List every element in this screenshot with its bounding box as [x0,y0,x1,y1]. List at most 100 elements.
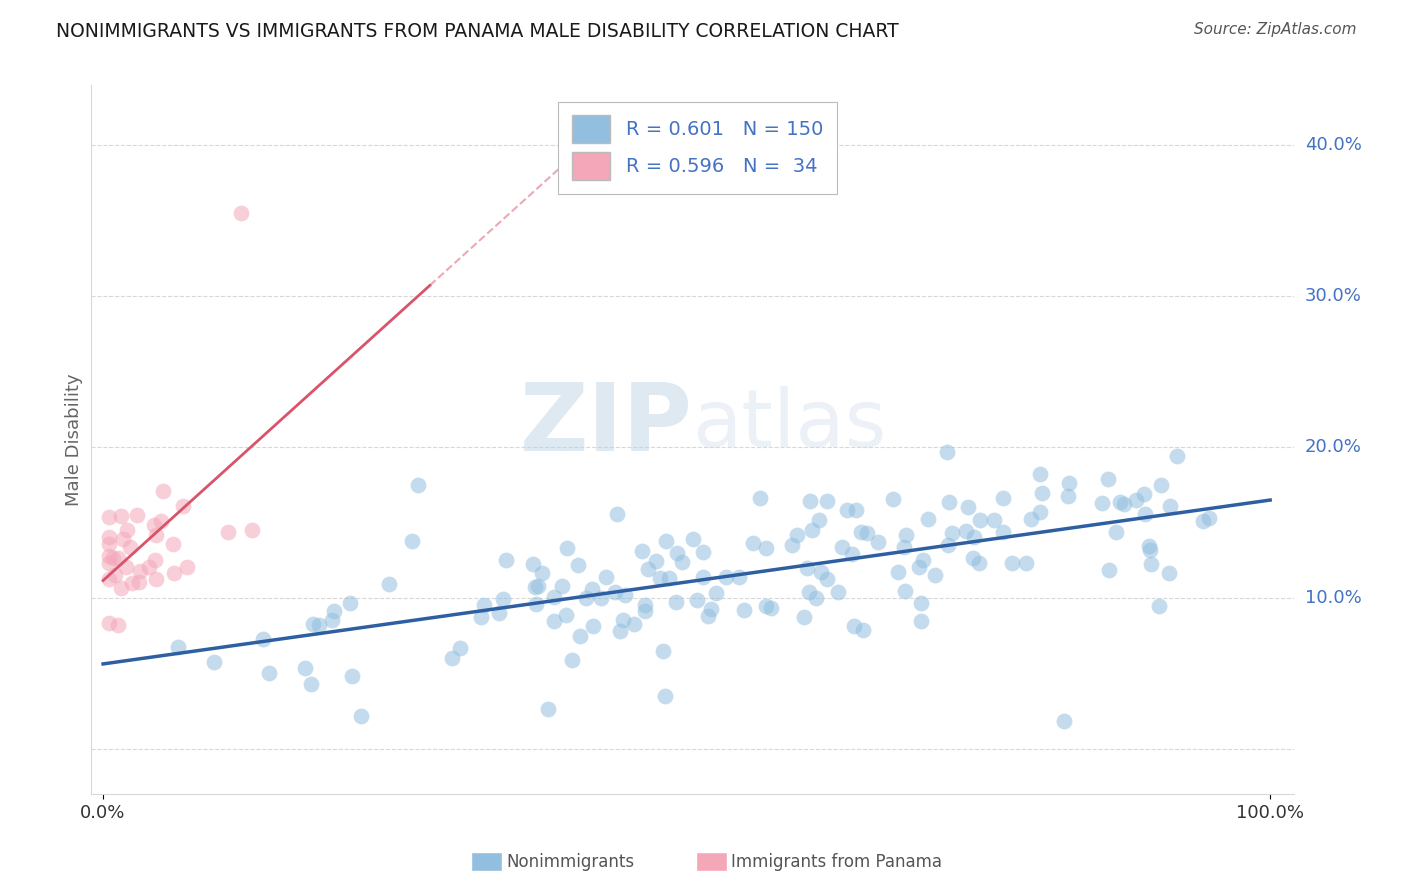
Point [589,591,612,605]
Point [581,582,603,596]
Point [1105,524,1128,539]
Point [755,541,778,555]
Point [682,532,704,546]
Point [1053,714,1076,728]
Point [630,543,652,558]
Point [652,643,675,657]
Point [733,603,755,617]
Point [761,601,783,615]
Point [1001,556,1024,570]
Text: 10.0%: 10.0% [1305,589,1361,607]
Point [340,669,363,683]
Point [780,538,803,552]
Point [644,554,666,568]
Point [800,523,823,537]
Point [1198,510,1220,524]
Point [714,570,737,584]
Point [125,508,148,522]
Point [882,492,904,507]
Point [654,690,676,704]
Point [115,523,138,537]
Point [537,702,560,716]
Point [1133,507,1156,521]
Point [138,560,160,574]
Point [1019,511,1042,525]
Point [97,556,120,570]
Point [530,566,553,581]
Point [97,616,120,631]
Point [956,500,979,514]
Point [569,629,592,643]
Point [697,609,720,624]
Point [308,618,330,632]
Point [488,606,510,620]
Point [575,591,598,606]
Point [128,564,150,578]
Point [110,581,132,595]
Legend: R = 0.601   N = 150, R = 0.596   N =  34: R = 0.601 N = 150, R = 0.596 N = 34 [558,102,837,194]
Point [755,599,778,613]
Text: Nonimmigrants: Nonimmigrants [506,853,634,871]
Point [1125,493,1147,508]
Point [145,553,167,567]
Point [229,206,252,220]
Point [522,557,544,571]
Point [815,572,838,586]
Text: atlas: atlas [692,386,887,464]
Point [938,538,960,552]
Point [827,584,849,599]
Text: 40.0%: 40.0% [1305,136,1361,154]
Point [1139,542,1161,557]
Point [786,528,808,542]
Point [1150,478,1173,492]
Point [1108,495,1130,509]
Point [555,608,578,623]
Point [808,513,831,527]
Point [101,551,124,566]
Point [852,624,875,638]
Point [128,575,150,590]
Point [449,641,471,656]
Point [606,507,628,521]
Point [1192,514,1215,528]
Point [495,553,517,567]
Point [97,537,120,551]
Point [908,560,931,574]
Point [143,518,166,533]
Point [969,557,991,571]
Point [259,666,281,681]
Point [983,513,1005,527]
Point [654,534,676,549]
Point [799,494,821,508]
Point [217,524,239,539]
Point [614,588,637,602]
Point [658,571,681,585]
Point [671,555,693,569]
Point [936,445,959,459]
Point [845,502,868,516]
Point [841,547,863,561]
Point [634,604,657,618]
Point [886,565,908,579]
Point [692,570,714,584]
Point [543,590,565,604]
Text: NONIMMIGRANTS VS IMMIGRANTS FROM PANAMA MALE DISABILITY CORRELATION CHART: NONIMMIGRANTS VS IMMIGRANTS FROM PANAMA … [56,22,898,41]
Point [202,656,225,670]
Point [152,483,174,498]
Y-axis label: Male Disability: Male Disability [65,373,83,506]
Point [321,613,343,627]
Point [118,540,141,554]
Point [1057,489,1080,503]
Point [634,598,657,612]
Point [560,653,582,667]
Point [910,596,932,610]
Point [686,593,709,607]
Point [472,598,495,612]
Point [1014,556,1036,570]
Point [240,523,263,537]
Point [993,524,1015,539]
Point [167,640,190,654]
Point [831,540,853,554]
Point [406,477,429,491]
Point [1137,539,1160,553]
